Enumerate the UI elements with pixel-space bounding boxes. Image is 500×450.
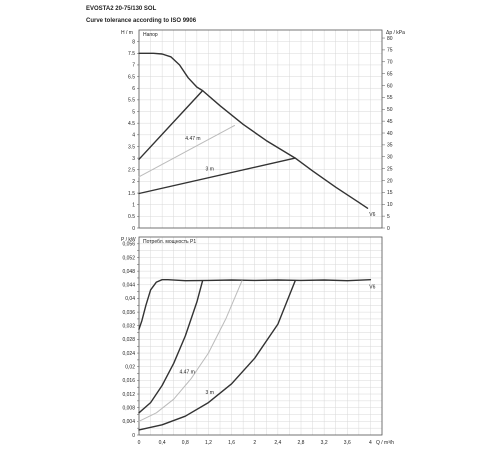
curve-label: V6 [369,284,375,290]
y-tick-label: 0 [132,226,135,232]
y-tick-label: 1.5 [128,191,135,197]
y-tick-label: 0,02 [125,365,135,371]
series-line-curve-2 [138,157,296,195]
y-tick-label: 0.5 [128,214,135,220]
y-tick-label: 4.5 [128,121,135,127]
right-axis-label: Δp / kPa [386,30,405,36]
y-tick-label: 7 [132,63,135,69]
x-tick-label: 1,6 [228,440,235,446]
y-tick-label: 0,048 [122,269,135,275]
right-tick-label: 10 [387,202,393,208]
x-tick-label: 2 [253,440,256,446]
y-tick-label: 5.5 [128,98,135,104]
right-tick-label: 35 [387,143,393,149]
panel-title: Напор [143,32,158,38]
y-tick-label: 0,044 [122,283,135,289]
x-tick-label: 2,8 [298,440,305,446]
y-tick-label: 0,024 [122,351,135,357]
x-tick-label: 2,4 [274,440,281,446]
y-tick-label: 2.5 [128,168,135,174]
y-tick-label: 8 [132,39,135,45]
y-tick-label: 6.5 [128,74,135,80]
series-line-v6 [138,279,372,330]
y-tick-label: 5 [132,109,135,115]
y-tick-label: 3.5 [128,144,135,150]
right-tick-label: 45 [387,119,393,125]
x-axis-label: Q / m³/h [376,440,394,446]
right-tick-label: 15 [387,190,393,196]
plot-frame [138,236,383,436]
plot-frame [138,29,383,229]
curve-label: 3 m [206,390,214,396]
right-tick-label: 40 [387,131,393,137]
y-tick-label: 0,004 [122,419,135,425]
y-tick-label: 3 [132,156,135,162]
y-tick-label: 0,016 [122,378,135,384]
x-tick-label: 4 [369,440,372,446]
curve-label: 3 m [206,166,214,172]
series-line-curve-1 [138,89,204,161]
x-tick-label: 0,8 [182,440,189,446]
right-tick-label: 5 [387,214,390,220]
curve-label: 4.47 m [185,136,200,142]
right-tick-label: 20 [387,178,393,184]
curve-label: V6 [369,212,375,218]
x-tick-label: 0,4 [159,440,166,446]
panel-title: Потребл. мощность P1 [143,239,196,245]
right-tick-label: 70 [387,60,393,66]
curve-label: 4.47 m [180,370,195,376]
y-tick-label: 2 [132,179,135,185]
x-tick-label: 3,6 [344,440,351,446]
y-tick-label: 1 [132,203,135,209]
right-tick-label: 30 [387,155,393,161]
right-tick-label: 50 [387,107,393,113]
right-tick-label: 0 [387,226,390,232]
series-line-curve-3 [138,280,296,431]
right-tick-label: 55 [387,95,393,101]
chart-title: EVOSTA2 20-75/130 SOL [86,6,157,12]
y-tick-label: 0,056 [122,242,135,248]
x-tick-label: 3,2 [321,440,328,446]
y-tick-label: 4 [132,133,135,139]
y-tick-label: 0,04 [125,296,135,302]
right-tick-label: 25 [387,166,393,172]
right-tick-label: 60 [387,83,393,89]
right-tick-label: 75 [387,48,393,54]
y-tick-label: 0,028 [122,337,135,343]
y-tick-label: 0,032 [122,324,135,330]
y-tick-label: 0 [132,433,135,439]
y-axis-label: P / kW [121,237,136,243]
x-tick-label: 1,2 [205,440,212,446]
series-line-curve-3 [138,125,235,178]
y-tick-label: 0,008 [122,405,135,411]
right-tick-label: 80 [387,36,393,42]
chart-subtitle: Curve tolerance according to ISO 9906 [86,18,197,24]
y-tick-label: 7.5 [128,51,135,57]
y-tick-label: 0,012 [122,392,135,398]
y-axis-label: H / m [121,30,133,36]
right-tick-label: 65 [387,71,393,77]
y-tick-label: 0,036 [122,310,135,316]
series-line-curve-1 [138,280,204,414]
series-line-curve-2 [138,280,243,422]
series-line-v6 [138,52,369,209]
y-tick-label: 6 [132,86,135,92]
x-tick-label: 0 [138,440,141,446]
y-tick-label: 0,052 [122,255,135,261]
